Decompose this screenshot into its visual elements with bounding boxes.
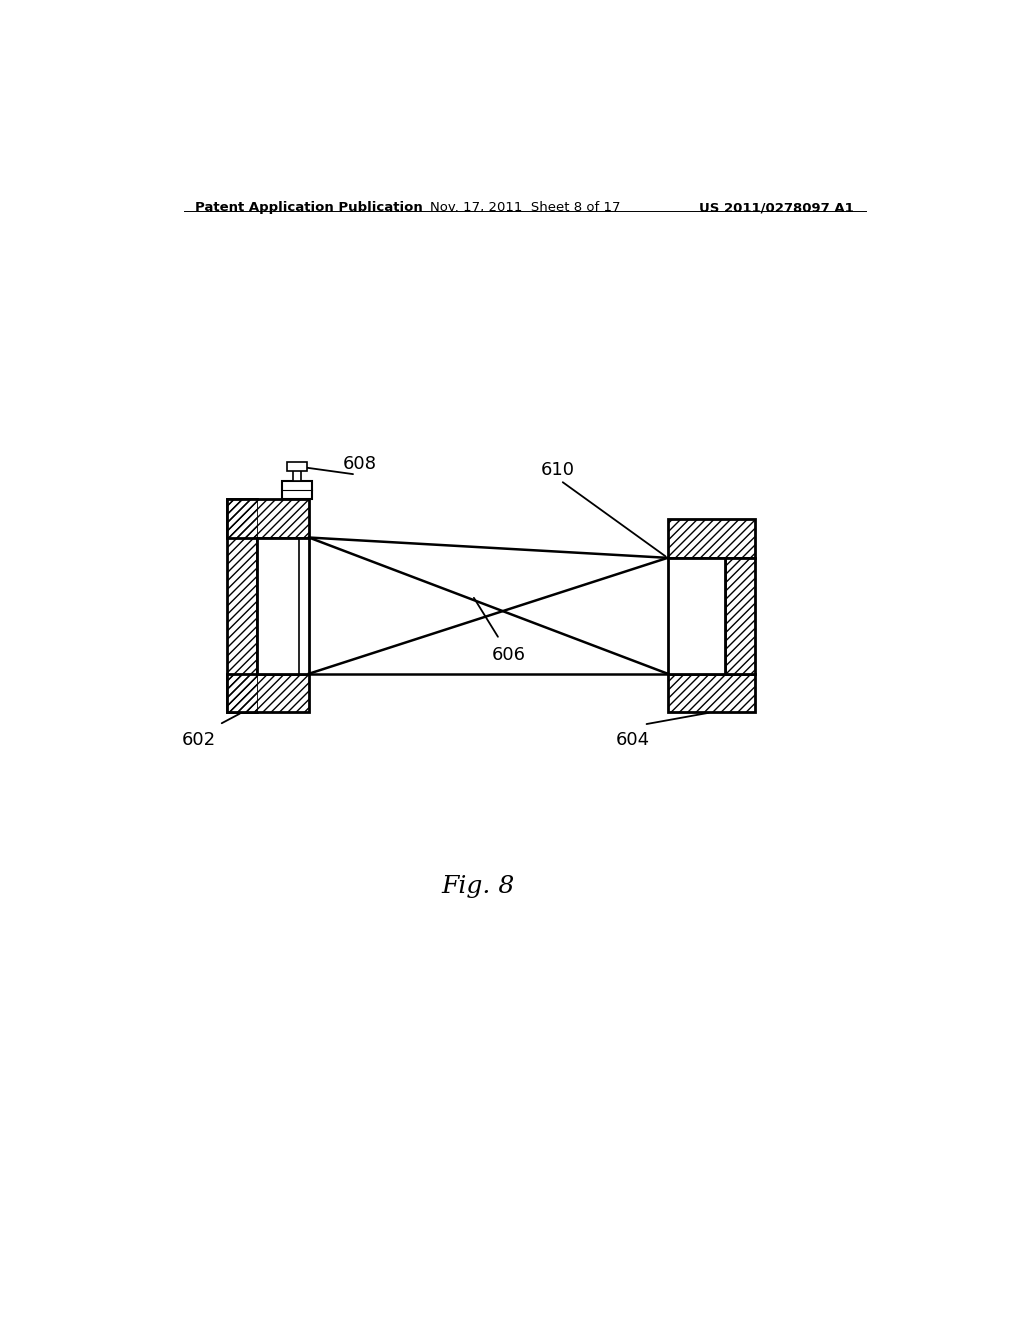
Text: US 2011/0278097 A1: US 2011/0278097 A1 (699, 201, 854, 214)
Bar (725, 558, 755, 673)
Bar (227, 499, 257, 713)
Text: 604: 604 (616, 731, 650, 748)
Text: Nov. 17, 2011  Sheet 8 of 17: Nov. 17, 2011 Sheet 8 of 17 (429, 201, 621, 214)
Text: 606: 606 (492, 647, 525, 664)
Bar (668, 673, 755, 713)
Bar (227, 499, 309, 537)
Text: 608: 608 (342, 455, 376, 474)
Text: 610: 610 (541, 461, 574, 479)
Bar (668, 519, 755, 558)
Bar (668, 519, 755, 558)
Bar (668, 558, 725, 673)
Bar (227, 673, 309, 713)
Text: Patent Application Publication: Patent Application Publication (196, 201, 423, 214)
Bar (227, 673, 309, 713)
Bar (227, 499, 309, 537)
Text: Fig. 8: Fig. 8 (441, 875, 515, 898)
Bar (668, 673, 755, 713)
Bar (287, 462, 307, 471)
Bar (725, 558, 755, 673)
Bar (282, 480, 312, 499)
Bar (293, 466, 301, 480)
Text: 602: 602 (182, 731, 216, 748)
Bar (227, 499, 257, 713)
Bar (257, 537, 309, 673)
